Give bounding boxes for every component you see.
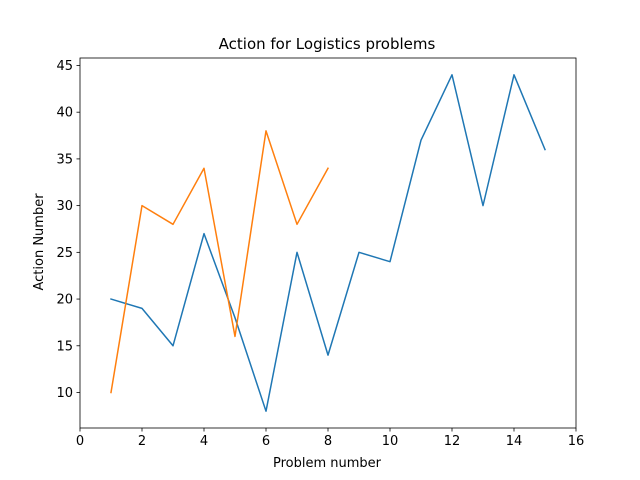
y-tick-label: 45	[56, 59, 73, 74]
chart-title: Action for Logistics problems	[219, 35, 436, 53]
x-tick-label: 0	[76, 434, 84, 449]
x-tick-label: 10	[382, 434, 399, 449]
y-tick-label: 30	[56, 199, 73, 214]
y-tick-label: 10	[56, 386, 73, 401]
y-tick-label: 15	[56, 339, 73, 354]
plot-area: 0 2 4 6 8 10 12 14 16 10 15 20 25 30 35 40 45	[56, 57, 585, 449]
y-tick-label: 25	[56, 246, 73, 261]
x-tick-label: 16	[568, 434, 585, 449]
x-tick-label: 8	[324, 434, 332, 449]
x-tick-label: 12	[444, 434, 461, 449]
series-line-2	[110, 130, 330, 394]
y-tick-label: 20	[56, 293, 73, 308]
x-tick-label: 2	[138, 434, 146, 449]
y-axis-title: Action Number	[32, 193, 47, 291]
y-tick-label: 35	[56, 152, 73, 167]
y-tick-label: 40	[56, 106, 73, 121]
x-tick-label: 6	[262, 434, 270, 449]
x-tick-label: 4	[200, 434, 208, 449]
x-tick-label: 14	[506, 434, 523, 449]
plot-frame	[79, 57, 577, 429]
x-axis-title: Problem number	[273, 456, 382, 471]
series-line-1	[110, 74, 546, 412]
